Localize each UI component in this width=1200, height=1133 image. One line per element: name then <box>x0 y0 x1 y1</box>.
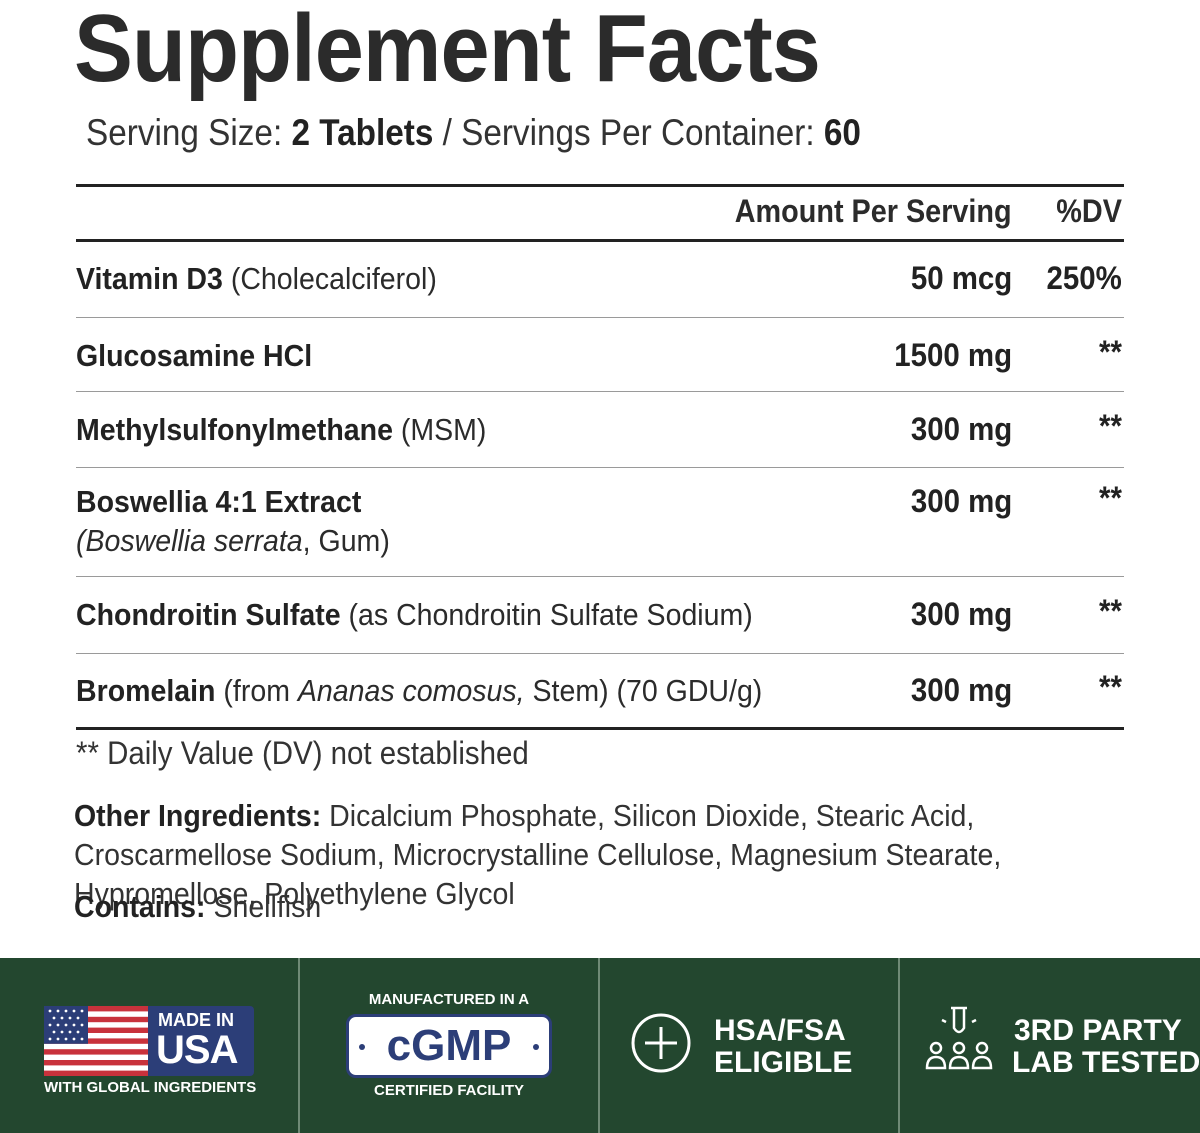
nutrient-amount: 50 mcg <box>910 260 1012 296</box>
made-in-usa-badge: MADE IN USA WITH GLOBAL INGREDIENTS <box>0 958 298 1133</box>
nutrient-title: Methylsulfonylmethane <box>76 412 393 447</box>
badge-divider <box>298 958 300 1133</box>
nutrient-title: Vitamin D3 <box>76 261 223 296</box>
usa-line2: USA <box>156 1028 238 1072</box>
page-title: Supplement Facts <box>74 0 821 102</box>
serving-size-value: 2 Tablets <box>291 112 434 153</box>
hsa-fsa-badge: HSA/FSA ELIGIBLE <box>600 958 898 1133</box>
dv-footnote: ** Daily Value (DV) not established <box>76 735 529 771</box>
nutrient-detail-pre: (from <box>223 673 298 708</box>
nutrient-detail-italic: Ananas comosus, <box>297 673 525 708</box>
nutrient-detail: (Cholecalciferol) <box>230 261 437 296</box>
nutrient-amount: 300 mg <box>910 672 1012 708</box>
nutrient-dv: ** <box>1099 480 1122 516</box>
lab-line2: LAB TESTED <box>1012 1046 1200 1079</box>
row-divider <box>76 576 1124 577</box>
nutrient-amount: 1500 mg <box>894 337 1012 373</box>
nutrient-name: Glucosamine HCl <box>76 336 312 375</box>
contains-text: Shellfish <box>213 889 322 924</box>
nutrient-detail-rest: Stem) (70 GDU/g) <box>524 673 763 708</box>
servings-per-container-label: Servings Per Container: <box>461 112 815 153</box>
nutrient-dv: ** <box>1099 669 1122 705</box>
nutrient-title: Chondroitin Sulfate <box>76 597 341 632</box>
other-ingredients-label: Other Ingredients: <box>74 798 322 833</box>
allergen-contains: Contains: Shellfish <box>74 889 321 925</box>
cgmp-top: MANUFACTURED IN A <box>368 991 530 1008</box>
nutrient-detail: (as Chondroitin Sulfate Sodium) <box>348 597 753 632</box>
contains-label: Contains: <box>74 889 206 924</box>
bottom-rule <box>76 727 1124 730</box>
nutrient-name: Bromelain (from Ananas comosus, Stem) (7… <box>76 671 762 710</box>
plus-circle-icon <box>631 1013 691 1073</box>
badge-divider <box>598 958 600 1133</box>
header-dv: %DV <box>1056 193 1122 229</box>
row-divider <box>76 467 1124 468</box>
nutrient-name: Methylsulfonylmethane (MSM) <box>76 410 486 449</box>
nutrient-name: Chondroitin Sulfate (as Chondroitin Sulf… <box>76 595 753 634</box>
usa-label-block: MADE IN USA <box>148 1006 254 1076</box>
nutrient-name: Vitamin D3 (Cholecalciferol) <box>76 259 437 298</box>
top-rule <box>76 184 1124 187</box>
row-divider <box>76 317 1124 318</box>
usa-line1: MADE IN <box>158 1010 234 1030</box>
nutrient-dv: ** <box>1099 408 1122 444</box>
nutrient-dv: ** <box>1099 593 1122 629</box>
nutrient-title: Glucosamine HCl <box>76 338 313 373</box>
cgmp-box: cGMP <box>346 1014 552 1078</box>
lab-people-icon <box>925 1006 993 1070</box>
lab-line1: 3RD PARTY <box>1014 1014 1182 1047</box>
nutrient-name: Boswellia 4:1 Extract (Boswellia serrata… <box>76 482 390 560</box>
row-divider <box>76 391 1124 392</box>
nutrient-detail-rest: , Gum) <box>302 523 390 558</box>
hsa-line2: ELIGIBLE <box>714 1046 853 1079</box>
nutrient-amount: 300 mg <box>910 411 1012 447</box>
row-divider <box>76 653 1124 654</box>
badge-divider <box>898 958 900 1133</box>
cgmp-badge: MANUFACTURED IN A cGMP CERTIFIED FACILIT… <box>300 958 598 1133</box>
cgmp-dot-left-icon <box>359 1044 365 1050</box>
cgmp-dot-right-icon <box>533 1044 539 1050</box>
lab-tested-badge: 3RD PARTY LAB TESTED <box>900 958 1200 1133</box>
serving-size-label: Serving Size: <box>86 112 283 153</box>
nutrient-amount: 300 mg <box>910 483 1012 519</box>
serving-separator: / <box>442 112 452 153</box>
us-flag-icon <box>44 1006 148 1076</box>
serving-info: Serving Size: 2 Tablets / Servings Per C… <box>86 112 861 154</box>
servings-per-container-value: 60 <box>823 112 861 153</box>
header-rule <box>76 239 1124 242</box>
nutrient-dv: ** <box>1099 334 1122 370</box>
badge-footer: MADE IN USA WITH GLOBAL INGREDIENTS MANU… <box>0 958 1200 1133</box>
usa-line3: WITH GLOBAL INGREDIENTS <box>44 1079 257 1096</box>
nutrient-detail-italic: (Boswellia serrata <box>76 523 303 558</box>
nutrient-title: Boswellia 4:1 Extract <box>76 484 362 519</box>
cgmp-bottom: CERTIFIED FACILITY <box>374 1082 524 1099</box>
header-amount-per-serving: Amount Per Serving <box>735 193 1012 229</box>
nutrient-dv: 250% <box>1046 260 1122 296</box>
other-ingredients: Other Ingredients: Dicalcium Phosphate, … <box>74 796 1123 913</box>
nutrient-amount: 300 mg <box>910 596 1012 632</box>
nutrient-detail: (MSM) <box>400 412 487 447</box>
other-ingredients-text: Dicalcium Phosphate, Silicon Dioxide, St… <box>74 798 1002 911</box>
hsa-line1: HSA/FSA <box>714 1014 846 1047</box>
nutrient-title: Bromelain <box>76 673 216 708</box>
cgmp-main: cGMP <box>386 1021 512 1070</box>
